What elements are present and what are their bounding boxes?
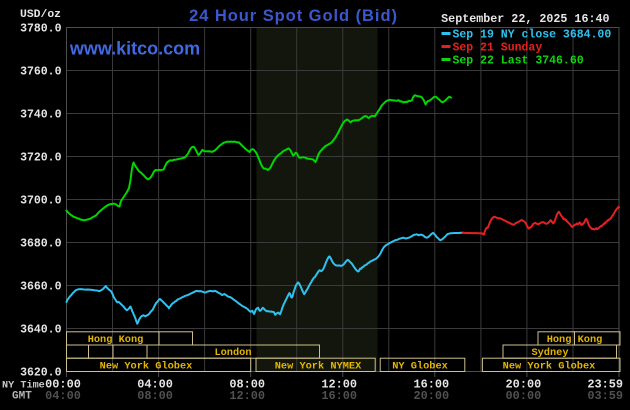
svg-text:3760.0: 3760.0: [20, 66, 62, 79]
svg-text:16:00: 16:00: [413, 378, 449, 392]
svg-text:Sep 22 Last 3746.60: Sep 22 Last 3746.60: [453, 55, 584, 68]
svg-text:20:00: 20:00: [506, 378, 542, 392]
svg-text:12:00: 12:00: [229, 389, 265, 403]
svg-text:3660.0: 3660.0: [20, 281, 62, 294]
svg-text:04:00: 04:00: [45, 389, 81, 403]
svg-text:September 22, 2025 16:40: September 22, 2025 16:40: [441, 12, 609, 26]
svg-text:3620.0: 3620.0: [20, 367, 62, 380]
svg-text:New York Globex: New York Globex: [100, 361, 193, 373]
svg-text:www.kitco.com: www.kitco.com: [69, 39, 200, 59]
svg-text:NY Globex: NY Globex: [392, 361, 448, 373]
svg-text:3680.0: 3680.0: [20, 238, 62, 251]
svg-text:12:00: 12:00: [321, 378, 357, 392]
svg-text:20:00: 20:00: [413, 389, 449, 403]
svg-text:3780.0: 3780.0: [20, 23, 62, 36]
svg-text:Hong Kong: Hong Kong: [88, 334, 144, 346]
svg-text:Sep 21 Sunday: Sep 21 Sunday: [453, 42, 543, 55]
svg-text:16:00: 16:00: [321, 389, 357, 403]
svg-text:Hong Kong: Hong Kong: [547, 334, 603, 346]
svg-text:USD/oz: USD/oz: [20, 9, 61, 21]
svg-text:23:59: 23:59: [587, 378, 623, 392]
svg-text:Sep 19 NY close 3684.00: Sep 19 NY close 3684.00: [453, 29, 612, 42]
svg-text:3640.0: 3640.0: [20, 324, 62, 337]
svg-text:24 Hour Spot Gold (Bid): 24 Hour Spot Gold (Bid): [189, 7, 398, 25]
svg-text:00:00: 00:00: [506, 389, 542, 403]
svg-text:3740.0: 3740.0: [20, 109, 62, 122]
svg-text:04:00: 04:00: [137, 378, 173, 392]
svg-text:3700.0: 3700.0: [20, 195, 62, 208]
svg-text:New York Globex: New York Globex: [503, 361, 596, 373]
svg-text:London: London: [214, 347, 251, 359]
svg-text:00:00: 00:00: [45, 378, 81, 392]
svg-text:GMT: GMT: [12, 391, 32, 403]
svg-text:New York NYMEX: New York NYMEX: [275, 361, 362, 373]
svg-text:08:00: 08:00: [229, 378, 265, 392]
svg-text:NY Time: NY Time: [2, 379, 45, 391]
svg-text:08:00: 08:00: [137, 389, 173, 403]
svg-text:3720.0: 3720.0: [20, 152, 62, 165]
svg-text:Sydney: Sydney: [531, 347, 568, 359]
svg-text:03:59: 03:59: [587, 389, 623, 403]
